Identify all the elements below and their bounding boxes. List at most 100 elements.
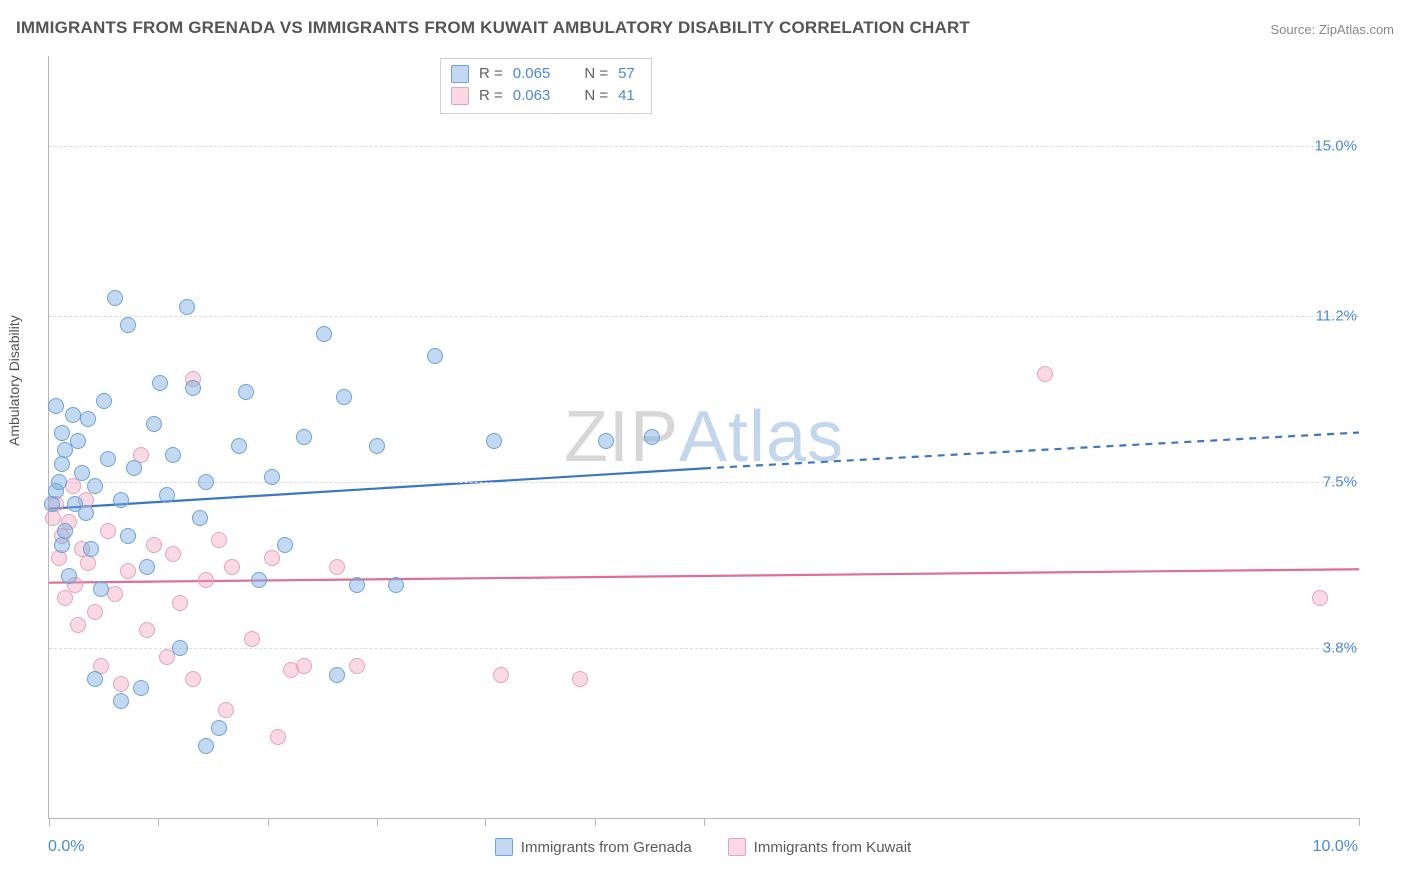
scatter-point bbox=[296, 658, 312, 674]
legend-row-pink: R = 0.063 N = 41 bbox=[451, 85, 635, 107]
scatter-point bbox=[264, 469, 280, 485]
trend-line bbox=[704, 433, 1359, 469]
legend-label: Immigrants from Kuwait bbox=[754, 839, 912, 856]
scatter-point bbox=[329, 667, 345, 683]
scatter-point bbox=[224, 559, 240, 575]
scatter-point bbox=[61, 568, 77, 584]
trend-line bbox=[49, 468, 704, 508]
n-value: 57 bbox=[618, 63, 635, 85]
scatter-point bbox=[51, 550, 67, 566]
scatter-point bbox=[113, 492, 129, 508]
legend-item-grenada: Immigrants from Grenada bbox=[495, 838, 692, 856]
scatter-point bbox=[44, 496, 60, 512]
x-tick bbox=[377, 818, 378, 826]
scatter-point bbox=[231, 438, 247, 454]
scatter-point bbox=[185, 671, 201, 687]
n-value: 41 bbox=[618, 85, 635, 107]
scatter-point bbox=[100, 523, 116, 539]
y-tick-label: 11.2% bbox=[1316, 307, 1361, 324]
swatch-pink-icon bbox=[728, 838, 746, 856]
x-tick bbox=[268, 818, 269, 826]
scatter-point bbox=[296, 429, 312, 445]
scatter-point bbox=[120, 317, 136, 333]
scatter-point bbox=[172, 640, 188, 656]
scatter-point bbox=[349, 577, 365, 593]
scatter-point bbox=[126, 460, 142, 476]
legend-correlation: R = 0.065 N = 57 R = 0.063 N = 41 bbox=[440, 58, 652, 114]
scatter-point bbox=[152, 375, 168, 391]
scatter-point bbox=[251, 572, 267, 588]
scatter-point bbox=[80, 555, 96, 571]
scatter-point bbox=[277, 537, 293, 553]
scatter-point bbox=[486, 433, 502, 449]
x-tick bbox=[49, 818, 50, 826]
scatter-point bbox=[1037, 366, 1053, 382]
r-label: R = bbox=[479, 85, 503, 107]
scatter-point bbox=[572, 671, 588, 687]
x-tick bbox=[158, 818, 159, 826]
trend-lines-svg bbox=[49, 56, 1359, 818]
scatter-point bbox=[336, 389, 352, 405]
trend-line bbox=[49, 569, 1359, 582]
swatch-blue-icon bbox=[451, 65, 469, 83]
scatter-point bbox=[139, 559, 155, 575]
y-axis-label: Ambulatory Disability bbox=[6, 315, 22, 446]
scatter-point bbox=[264, 550, 280, 566]
x-axis-min-label: 0.0% bbox=[48, 838, 84, 856]
scatter-point bbox=[192, 510, 208, 526]
scatter-point bbox=[57, 590, 73, 606]
scatter-point bbox=[96, 393, 112, 409]
scatter-point bbox=[51, 474, 67, 490]
gridline bbox=[49, 648, 1359, 649]
scatter-point bbox=[74, 465, 90, 481]
scatter-point bbox=[93, 581, 109, 597]
scatter-point bbox=[80, 411, 96, 427]
n-label: N = bbox=[584, 63, 608, 85]
legend-label: Immigrants from Grenada bbox=[521, 839, 692, 856]
scatter-point bbox=[87, 478, 103, 494]
scatter-point bbox=[165, 447, 181, 463]
x-tick bbox=[595, 818, 596, 826]
source-label: Source: ZipAtlas.com bbox=[1270, 22, 1394, 37]
r-value: 0.065 bbox=[513, 63, 551, 85]
x-axis-max-label: 10.0% bbox=[1313, 838, 1358, 856]
scatter-point bbox=[133, 680, 149, 696]
gridline bbox=[49, 482, 1359, 483]
gridline bbox=[49, 316, 1359, 317]
scatter-point bbox=[211, 532, 227, 548]
legend-item-kuwait: Immigrants from Kuwait bbox=[728, 838, 912, 856]
scatter-point bbox=[179, 299, 195, 315]
scatter-point bbox=[211, 720, 227, 736]
scatter-point bbox=[48, 398, 64, 414]
x-tick bbox=[704, 818, 705, 826]
scatter-point bbox=[349, 658, 365, 674]
scatter-point bbox=[198, 474, 214, 490]
scatter-point bbox=[198, 572, 214, 588]
plot-area: ZIPAtlas 3.8%7.5%11.2%15.0% bbox=[48, 56, 1359, 819]
scatter-point bbox=[107, 290, 123, 306]
scatter-point bbox=[120, 563, 136, 579]
x-tick bbox=[1359, 818, 1360, 826]
scatter-point bbox=[493, 667, 509, 683]
scatter-point bbox=[238, 384, 254, 400]
scatter-point bbox=[146, 537, 162, 553]
scatter-point bbox=[165, 546, 181, 562]
scatter-point bbox=[427, 348, 443, 364]
y-tick-label: 7.5% bbox=[1323, 473, 1361, 490]
scatter-point bbox=[172, 595, 188, 611]
scatter-point bbox=[598, 433, 614, 449]
y-tick-label: 15.0% bbox=[1314, 137, 1361, 154]
scatter-point bbox=[388, 577, 404, 593]
scatter-point bbox=[270, 729, 286, 745]
x-tick bbox=[485, 818, 486, 826]
scatter-point bbox=[57, 523, 73, 539]
scatter-point bbox=[113, 676, 129, 692]
y-tick-label: 3.8% bbox=[1323, 639, 1361, 656]
scatter-point bbox=[65, 407, 81, 423]
scatter-point bbox=[100, 451, 116, 467]
legend-row-blue: R = 0.065 N = 57 bbox=[451, 63, 635, 85]
scatter-point bbox=[185, 380, 201, 396]
gridline bbox=[49, 146, 1359, 147]
scatter-point bbox=[120, 528, 136, 544]
chart-title: IMMIGRANTS FROM GRENADA VS IMMIGRANTS FR… bbox=[16, 18, 970, 38]
